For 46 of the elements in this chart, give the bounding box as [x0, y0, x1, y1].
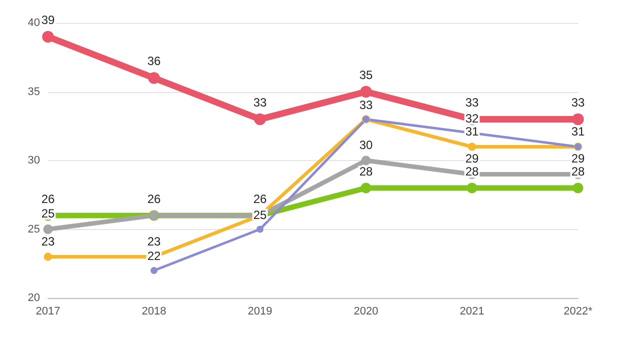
point	[43, 224, 53, 234]
x-tick-label: 2020	[354, 306, 378, 318]
data-label: 36	[147, 54, 161, 68]
data-label: 23	[147, 234, 161, 249]
data-label: 31	[465, 124, 479, 139]
data-label: 26	[253, 192, 267, 206]
x-tick-label: 2021	[460, 306, 484, 318]
x-tick-label: 2018	[142, 306, 166, 318]
x-tick-label: 2022*	[564, 306, 594, 318]
data-label: 29	[571, 152, 585, 166]
point	[572, 113, 584, 126]
data-label: 22	[147, 249, 161, 263]
data-label: 31	[571, 124, 585, 139]
point	[148, 72, 160, 84]
data-label: 35	[359, 68, 373, 82]
point	[572, 182, 584, 194]
data-label: 32	[465, 112, 479, 126]
point	[360, 182, 372, 194]
x-tick-label: 2017	[36, 306, 60, 318]
data-label: 30	[359, 138, 373, 152]
y-tick-label: 35	[28, 86, 40, 98]
data-label: 23	[41, 234, 55, 249]
point	[256, 226, 264, 233]
point	[254, 113, 266, 126]
data-label: 33	[253, 95, 267, 110]
point	[466, 182, 478, 194]
point	[150, 267, 158, 274]
y-tick-label: 30	[28, 154, 40, 166]
data-label: 33	[359, 98, 373, 112]
data-label: 33	[571, 95, 585, 110]
y-tick-label: 40	[28, 17, 40, 29]
point	[44, 252, 52, 261]
y-tick-label: 20	[28, 292, 40, 304]
data-label: 26	[41, 192, 55, 206]
data-label: 29	[465, 152, 479, 166]
point	[42, 30, 54, 43]
point	[360, 86, 372, 98]
data-label: 25	[253, 208, 267, 222]
point	[361, 156, 371, 166]
data-label: 39	[41, 12, 55, 27]
x-tick-label: 2019	[248, 306, 272, 318]
data-label: 28	[359, 164, 373, 179]
data-label: 26	[147, 192, 161, 206]
point	[468, 142, 476, 151]
data-label: 33	[465, 95, 479, 110]
y-tick-label: 25	[28, 223, 40, 236]
